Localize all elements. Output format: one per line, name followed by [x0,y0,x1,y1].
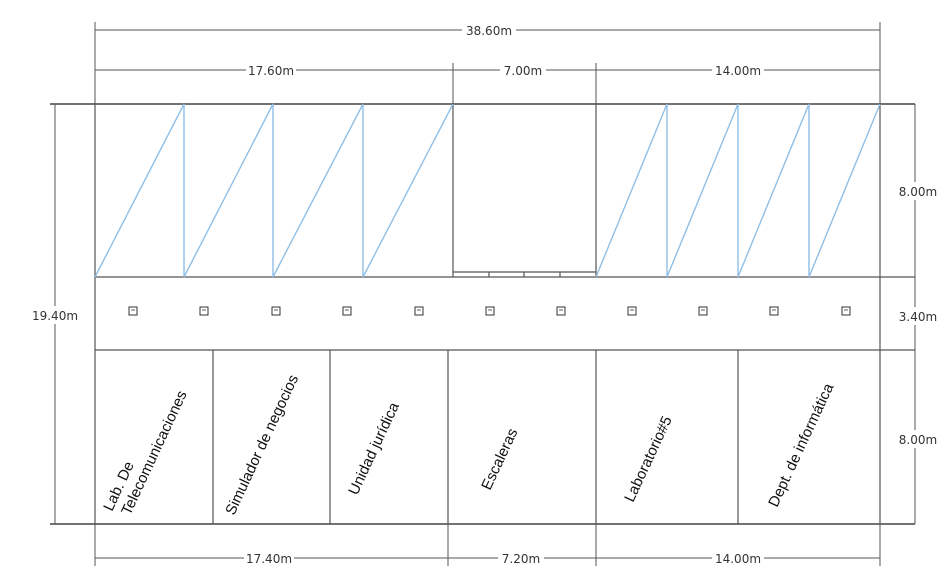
total-width-label: 38.60m [466,24,512,38]
bottom-left-dimension: 17.40m [246,552,292,566]
room-label-lab5: Laboratorio#5 [621,414,676,505]
total-height-dimension: 19.40m [28,104,82,524]
light-icon [627,306,637,316]
top-left-dimension: 17.60m [248,64,294,78]
light-icon [342,306,352,316]
light-icon [556,306,566,316]
right-bottom-dimension: 8.00m [899,433,937,447]
light-icon [485,306,495,316]
corridor-lights [128,306,851,316]
top-middle-dimension: 7.00m [504,64,542,78]
bottom-segment-dimensions: 17.40m 7.20m 14.00m [94,524,881,567]
total-width-dimension: 38.60m [94,22,881,104]
right-segment-dimensions: 8.00m 3.40m 8.00m [895,104,940,524]
ramp-right [595,103,881,278]
light-icon [698,306,708,316]
ramp-left [94,103,454,278]
room-label-telecom-line2: Telecomunicaciones [118,388,190,518]
light-icon [841,306,851,316]
room-label-it-department: Dept. de informática [765,380,837,509]
right-middle-dimension: 3.40m [899,310,937,324]
room-labels: Lab. De Telecomunicaciones Simulador de … [100,372,837,517]
room-label-stairs: Escaleras [478,426,521,493]
light-icon [199,306,209,316]
light-icon [769,306,779,316]
light-icon [271,306,281,316]
building-walls [50,103,915,525]
bottom-middle-dimension: 7.20m [502,552,540,566]
bottom-right-dimension: 14.00m [715,552,761,566]
room-label-business-simulator: Simulador de negocios [222,372,302,517]
room-label-legal-unit: Unidad jurídica [345,399,403,497]
top-right-dimension: 14.00m [715,64,761,78]
right-top-dimension: 8.00m [899,185,937,199]
top-segment-dimensions: 17.60m 7.00m 14.00m [95,62,880,104]
light-icon [128,306,138,316]
light-icon [414,306,424,316]
total-height-label: 19.40m [32,309,78,323]
